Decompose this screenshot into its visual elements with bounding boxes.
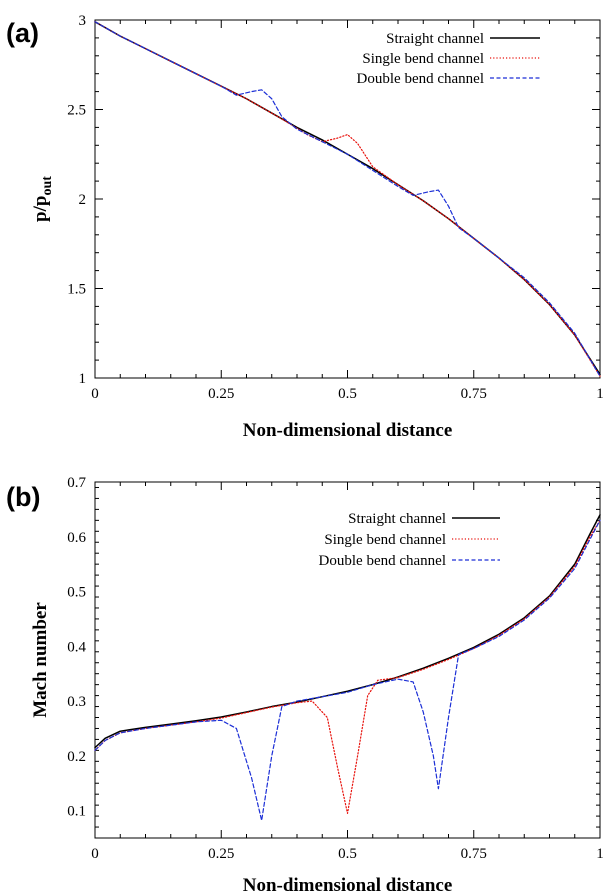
- legend: Straight channel Single bend channel Doubl…: [357, 31, 540, 87]
- legend-entry-label: Single bend channel: [362, 51, 484, 67]
- plot-frame: [95, 20, 600, 378]
- y-tick-label: 0.2: [67, 749, 86, 765]
- panel-a-pressure-chart: (a) 0 0.25 0.5 0.75 1 1 1.5 2 2.5 3 Non-dimensional…: [6, 13, 603, 441]
- y-axis-label: p/pout: [30, 176, 55, 222]
- panel-label: (b): [6, 482, 40, 512]
- x-tick-label: 0.25: [208, 846, 234, 862]
- x-axis-label: Non-dimensional distance: [243, 875, 453, 894]
- y-axis-label: Mach number: [30, 602, 51, 718]
- x-tick-label: 0: [91, 386, 99, 402]
- series-line-straight-channel: [95, 22, 600, 375]
- legend-entry-label: Single bend channel: [324, 532, 446, 548]
- legend-entry-label: Straight channel: [386, 31, 484, 47]
- series-line-double-bend-channel: [95, 22, 600, 376]
- x-tick-label: 0: [91, 846, 99, 862]
- y-axis-label-main: Mach number: [30, 602, 51, 718]
- panel-b-mach-number-chart: (b) 0 0.25 0.5 0.75 1 0.1 0.2 0.3 0.4 0.5 0.6 0.7 Non…: [6, 475, 603, 894]
- y-tick-label: 1: [79, 371, 87, 387]
- y-axis-label-subscript: out: [40, 176, 55, 196]
- y-axis-label-main: p/p: [30, 196, 51, 222]
- legend-entry-label: Double bend channel: [357, 71, 484, 87]
- panel-label: (a): [6, 18, 39, 48]
- y-tick-label: 2.5: [67, 103, 86, 119]
- y-tick-label: 1.5: [67, 282, 86, 298]
- x-tick-label: 0.75: [461, 386, 487, 402]
- y-tick-label: 0.3: [67, 694, 86, 710]
- series-line-straight-channel: [95, 515, 600, 748]
- series-line-single-bend-channel: [95, 22, 600, 376]
- x-tick-label: 0.5: [338, 846, 357, 862]
- y-tick-label: 2: [79, 192, 87, 208]
- legend-entry-label: Straight channel: [348, 511, 446, 527]
- y-tick-label: 3: [79, 13, 87, 29]
- legend: Straight channel Single bend channel Doubl…: [319, 511, 500, 569]
- x-tick-label: 1: [596, 386, 603, 402]
- x-axis-label: Non-dimensional distance: [243, 420, 453, 441]
- x-tick-label: 1: [596, 846, 603, 862]
- y-tick-label: 0.5: [67, 585, 86, 601]
- y-tick-label: 0.6: [67, 530, 86, 546]
- x-tick-label: 0.75: [461, 846, 487, 862]
- y-tick-label: 0.1: [67, 804, 86, 820]
- legend-entry-label: Double bend channel: [319, 553, 446, 569]
- x-tick-label: 0.5: [338, 386, 357, 402]
- x-tick-label: 0.25: [208, 386, 234, 402]
- y-tick-label: 0.4: [67, 639, 86, 655]
- y-tick-label: 0.7: [67, 475, 86, 491]
